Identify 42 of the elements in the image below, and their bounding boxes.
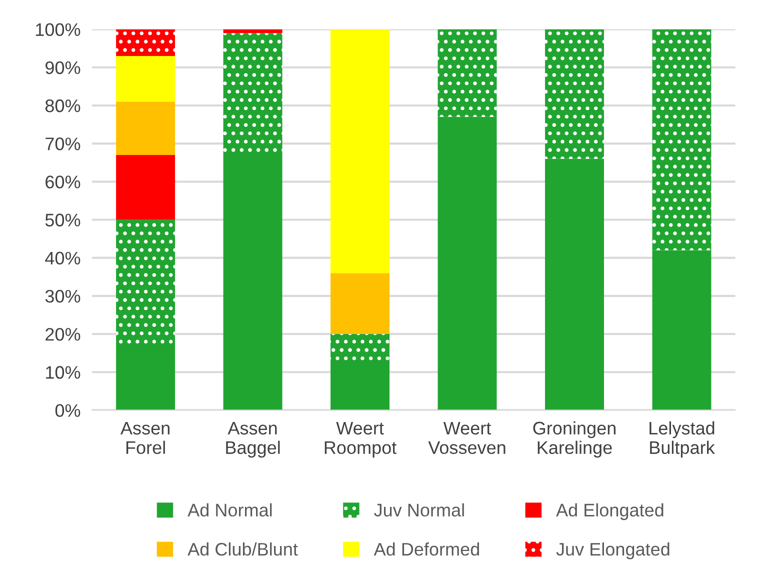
y-tick-label: 20%: [46, 328, 80, 341]
y-tick-label: 90%: [46, 61, 80, 74]
bar: [223, 154, 282, 410]
bar: [438, 29, 497, 117]
y-tick-label: 70%: [46, 138, 80, 150]
bar: [652, 29, 712, 250]
legend-label: Ad Deformed: [374, 542, 479, 556]
bar: [116, 102, 176, 155]
x-tick-label: Weert Roompot: [324, 422, 397, 458]
y-tick-label: 80%: [45, 99, 80, 112]
bar: [116, 29, 176, 56]
bar: [330, 334, 390, 364]
y-tick-label: 60%: [46, 176, 80, 188]
bar: [330, 364, 390, 410]
bar: [330, 273, 390, 334]
legend-label: Ad Normal: [188, 503, 272, 517]
x-tick-label: Groningen Karelinge: [533, 421, 616, 458]
bar: [116, 56, 176, 102]
bar: [223, 29, 282, 34]
x-tick-label: Assen Baggel: [226, 422, 280, 458]
bar: [652, 250, 712, 410]
legend-label: Ad Club/Blunt: [188, 542, 298, 556]
bar: [116, 154, 176, 220]
bar: [116, 220, 176, 346]
x-tick-label: Lelystad Bultpark: [650, 421, 715, 458]
x-tick-label: Assen Forel: [120, 422, 170, 454]
bar: [545, 158, 604, 410]
y-tick-label: 50%: [45, 214, 80, 226]
bar: [223, 33, 282, 155]
y-tick-label: 10%: [46, 366, 80, 379]
y-tick-label: 30%: [45, 290, 80, 303]
bar: [438, 116, 497, 410]
bar: [330, 29, 390, 274]
legend-label: Juv Elongated: [556, 542, 670, 560]
y-tick-label: 100%: [36, 23, 80, 36]
y-tick-label: 40%: [45, 252, 80, 265]
legend-label: Juv Normal: [374, 503, 464, 517]
x-tick-label: Weert Vosseven: [428, 422, 506, 454]
bar: [545, 29, 604, 159]
y-tick-label: 0%: [55, 404, 80, 417]
legend-label: Ad Elongated: [556, 503, 664, 520]
bar: [116, 345, 176, 410]
